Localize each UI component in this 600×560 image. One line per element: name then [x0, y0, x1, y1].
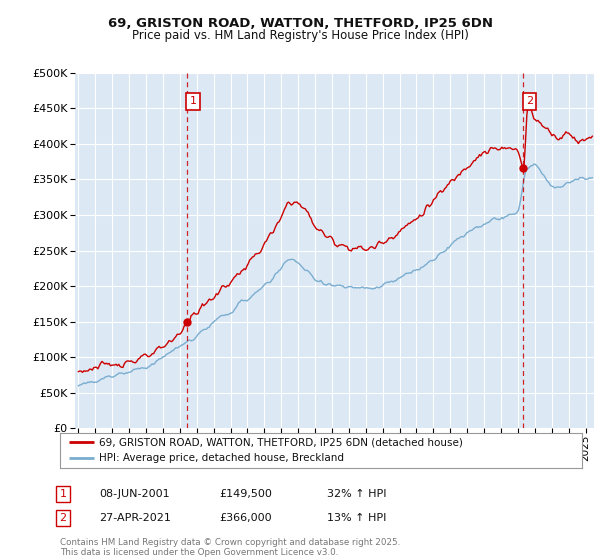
Text: £149,500: £149,500: [219, 489, 272, 499]
Text: 32% ↑ HPI: 32% ↑ HPI: [327, 489, 386, 499]
Text: 13% ↑ HPI: 13% ↑ HPI: [327, 513, 386, 523]
Text: Contains HM Land Registry data © Crown copyright and database right 2025.
This d: Contains HM Land Registry data © Crown c…: [60, 538, 400, 557]
Text: 69, GRISTON ROAD, WATTON, THETFORD, IP25 6DN: 69, GRISTON ROAD, WATTON, THETFORD, IP25…: [107, 17, 493, 30]
Text: 69, GRISTON ROAD, WATTON, THETFORD, IP25 6DN (detached house): 69, GRISTON ROAD, WATTON, THETFORD, IP25…: [99, 437, 463, 447]
Text: 08-JUN-2001: 08-JUN-2001: [99, 489, 170, 499]
Text: £366,000: £366,000: [219, 513, 272, 523]
Text: Price paid vs. HM Land Registry's House Price Index (HPI): Price paid vs. HM Land Registry's House …: [131, 29, 469, 42]
Text: 1: 1: [59, 489, 67, 499]
Text: 2: 2: [59, 513, 67, 523]
Text: 27-APR-2021: 27-APR-2021: [99, 513, 171, 523]
Text: 1: 1: [190, 96, 197, 106]
Text: 2: 2: [526, 96, 533, 106]
Text: HPI: Average price, detached house, Breckland: HPI: Average price, detached house, Brec…: [99, 453, 344, 463]
